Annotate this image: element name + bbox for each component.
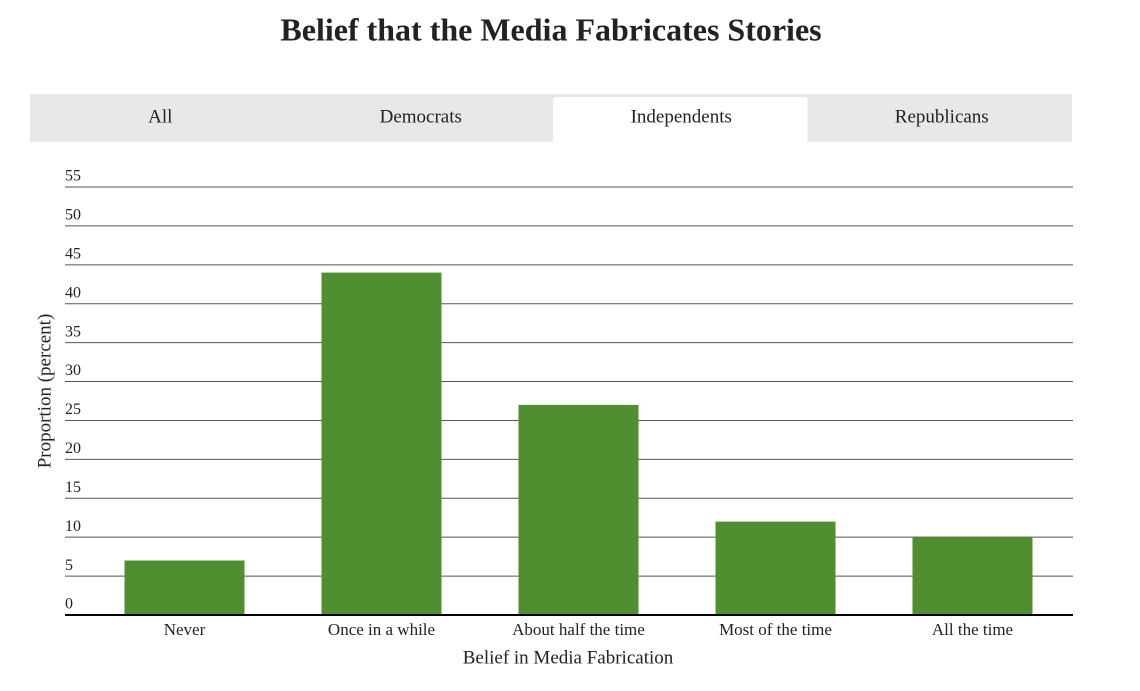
y-tick-label: 45 <box>65 245 81 262</box>
x-axis-label: Belief in Media Fabrication <box>463 647 674 668</box>
tab-label[interactable]: Republicans <box>895 106 989 127</box>
tab-label[interactable]: Democrats <box>380 106 462 127</box>
y-tick-label: 55 <box>65 168 81 185</box>
y-tick-label: 15 <box>65 479 81 496</box>
x-tick-label: All the time <box>932 620 1013 639</box>
bar <box>912 537 1033 615</box>
tab-active[interactable] <box>553 97 808 143</box>
tabs: All Democrats Independents Republicans <box>148 97 989 143</box>
y-tick-label: 50 <box>65 207 81 224</box>
tab-label[interactable]: Independents <box>631 106 732 127</box>
y-tick-label: 0 <box>65 596 73 613</box>
tab-label[interactable]: All <box>148 106 172 127</box>
x-tick-label: Once in a while <box>328 620 435 639</box>
x-tick-label: Never <box>164 620 206 639</box>
y-tick-label: 30 <box>65 362 81 379</box>
bar <box>518 404 639 615</box>
y-tick-label: 10 <box>65 518 81 535</box>
bar <box>321 272 442 615</box>
bar <box>715 521 836 615</box>
y-tick-label: 35 <box>65 323 81 340</box>
plot: 0 5 10 15 20 25 30 35 40 45 50 55 Never Once in a whi… <box>65 168 1073 639</box>
y-tick-label: 25 <box>65 401 81 418</box>
tab-bar <box>30 94 1072 142</box>
x-tick-label: About half the time <box>512 620 645 639</box>
x-tick-label: Most of the time <box>719 620 832 639</box>
y-axis-label: Proportion (percent) <box>34 314 55 469</box>
chart-title: Belief that the Media Fabricates Stories <box>280 11 821 47</box>
bar <box>124 560 245 615</box>
y-tick-label: 40 <box>65 284 81 301</box>
y-tick-label: 5 <box>65 557 73 574</box>
y-tick-label: 20 <box>65 440 81 457</box>
